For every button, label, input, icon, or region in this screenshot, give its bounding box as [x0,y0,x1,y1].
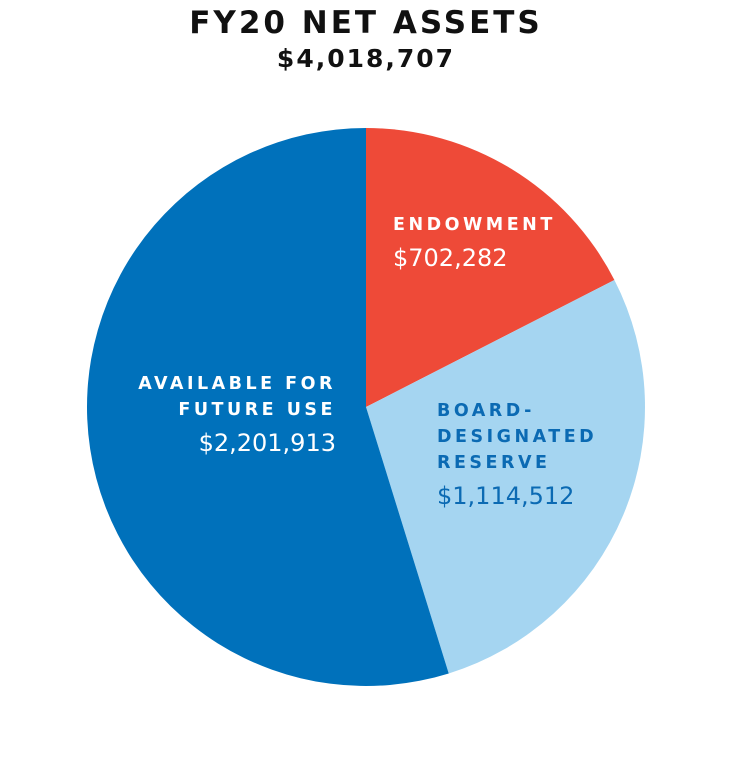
slice-value-available-for-future-use: $2,201,913 [199,429,336,457]
pie-slice-endowment [366,128,615,407]
slice-label-board-designated-reserve-line-3: RESERVE [437,453,550,473]
slice-label-endowment-line-1: ENDOWMENT [393,215,556,235]
chart-subtitle-total: $4,018,707 [276,44,456,73]
slice-label-board-designated-reserve-line-2: DESIGNATED [437,427,597,447]
chart-title: FY20 NET ASSETS [189,5,543,41]
slice-label-board-designated-reserve-line-1: BOARD- [437,401,535,421]
slice-value-board-designated-reserve: $1,114,512 [437,482,574,510]
pie-slices [86,127,645,686]
pie-slice-available-for-future-use [86,127,449,686]
slice-label-available-for-future-use-line-1: AVAILABLE FOR [138,374,336,394]
pie-slice-board-designated-reserve [366,279,645,674]
pie-labels: ENDOWMENT $702,282 BOARD- DESIGNATED RESERVE… [138,215,597,510]
slice-label-available-for-future-use-line-2: FUTURE USE [178,400,336,420]
slice-value-endowment: $702,282 [393,244,508,272]
